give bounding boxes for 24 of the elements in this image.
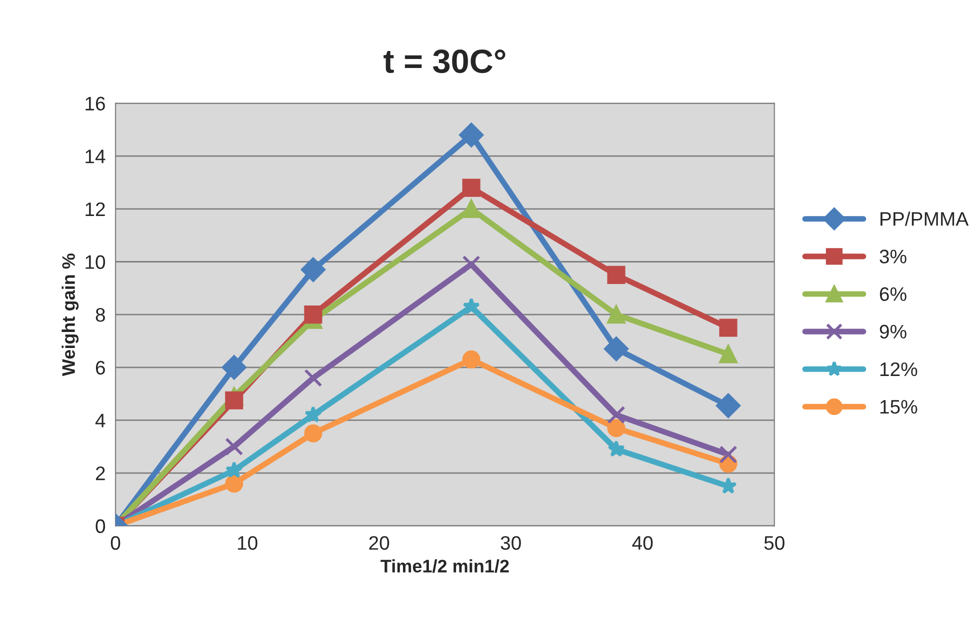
chart-title: t = 30C°: [384, 49, 506, 74]
x-tick-label: 40: [632, 536, 653, 550]
x-tick-label: 20: [369, 536, 390, 550]
x-tick-label: 10: [238, 536, 258, 550]
y-tick-label: 14: [86, 150, 106, 164]
legend-label: 12%: [880, 362, 918, 376]
y-tick-label: 16: [86, 96, 105, 111]
legend-label: 3%: [880, 250, 906, 264]
legend-label: 15%: [880, 400, 918, 414]
y-tick-label: 10: [86, 255, 106, 269]
y-axis-title: Weight gain %: [62, 254, 79, 376]
legend-label: 9%: [880, 324, 906, 339]
y-tick-label: 8: [96, 308, 105, 322]
legend-label: PP/PMMA: [880, 212, 969, 226]
y-tick-label: 4: [95, 414, 106, 428]
y-tick-label: 0: [96, 519, 106, 534]
x-tick-label: 30: [500, 536, 521, 550]
legend-label: 6%: [880, 287, 906, 301]
x-axis-title: Time1/2 min1/2: [380, 559, 509, 573]
y-tick-label: 12: [86, 202, 105, 216]
x-tick-label: 0: [110, 536, 120, 550]
y-tick-label: 2: [96, 466, 105, 480]
x-tick-label: 50: [764, 536, 784, 550]
y-tick-label: 6: [96, 360, 105, 375]
